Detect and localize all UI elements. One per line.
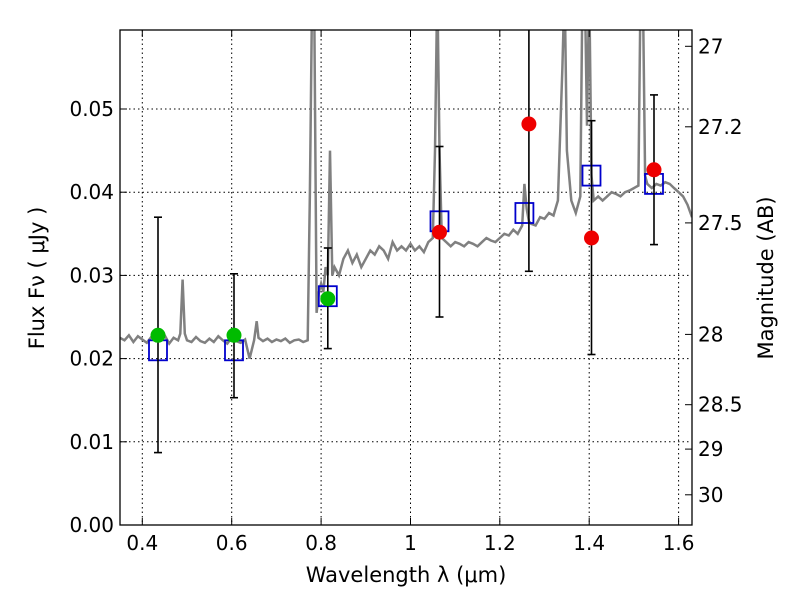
y-tick-label: 0.04 — [69, 180, 114, 204]
x-tick-label: 1 — [404, 531, 417, 555]
green-data-point — [320, 291, 336, 307]
x-tick-label: 1.2 — [484, 531, 516, 555]
grid-lines — [120, 30, 692, 525]
magnitude-tick-label: 27.2 — [698, 115, 743, 139]
magnitude-tick-label: 28.5 — [698, 393, 743, 417]
plot-area — [120, 30, 692, 454]
y-tick-label: 0.03 — [69, 263, 114, 287]
red-data-point — [584, 230, 599, 246]
red-data-point — [646, 162, 662, 178]
spectrum-line — [120, 30, 692, 359]
red-data-point — [432, 224, 447, 240]
magnitude-tick-label: 27.5 — [698, 211, 743, 235]
model-square-marker — [514, 202, 535, 224]
green-data-point — [226, 327, 242, 343]
y-tick-label: 0.02 — [69, 347, 114, 371]
magnitude-tick-label: 27 — [698, 34, 723, 58]
x-tick-label: 1.6 — [663, 531, 695, 555]
x-tick-label: 0.4 — [126, 531, 158, 555]
red-markers — [432, 116, 662, 246]
magnitude-axis-ticks: 27 27.2 27.5 28 28.5 29 30 — [685, 34, 743, 507]
green-data-point — [150, 327, 166, 343]
magnitude-tick-label: 28 — [698, 322, 723, 346]
magnitude-axis-label: Magnitude (AB) — [754, 196, 778, 359]
magnitude-tick-label: 30 — [698, 483, 723, 507]
y-axis-ticks: 0.00 0.01 0.02 0.03 0.04 0.05 — [69, 97, 127, 537]
x-tick-label: 1.4 — [573, 531, 605, 555]
red-data-point — [521, 116, 537, 132]
plot-frame — [119, 29, 693, 526]
y-tick-label: 0.05 — [69, 97, 114, 121]
green-markers — [150, 291, 336, 343]
y-tick-label: 0.00 — [69, 513, 114, 537]
y-axis-label: Flux Fν ( μJy ) — [25, 207, 49, 350]
x-tick-label: 0.6 — [216, 531, 248, 555]
x-axis-label: Wavelength λ (μm) — [306, 563, 507, 587]
x-tick-label: 0.8 — [305, 531, 337, 555]
x-axis-ticks: 0.4 0.6 0.8 1 1.2 1.4 1.6 — [126, 30, 695, 555]
y-tick-label: 0.01 — [69, 430, 114, 454]
magnitude-tick-label: 29 — [698, 437, 723, 461]
